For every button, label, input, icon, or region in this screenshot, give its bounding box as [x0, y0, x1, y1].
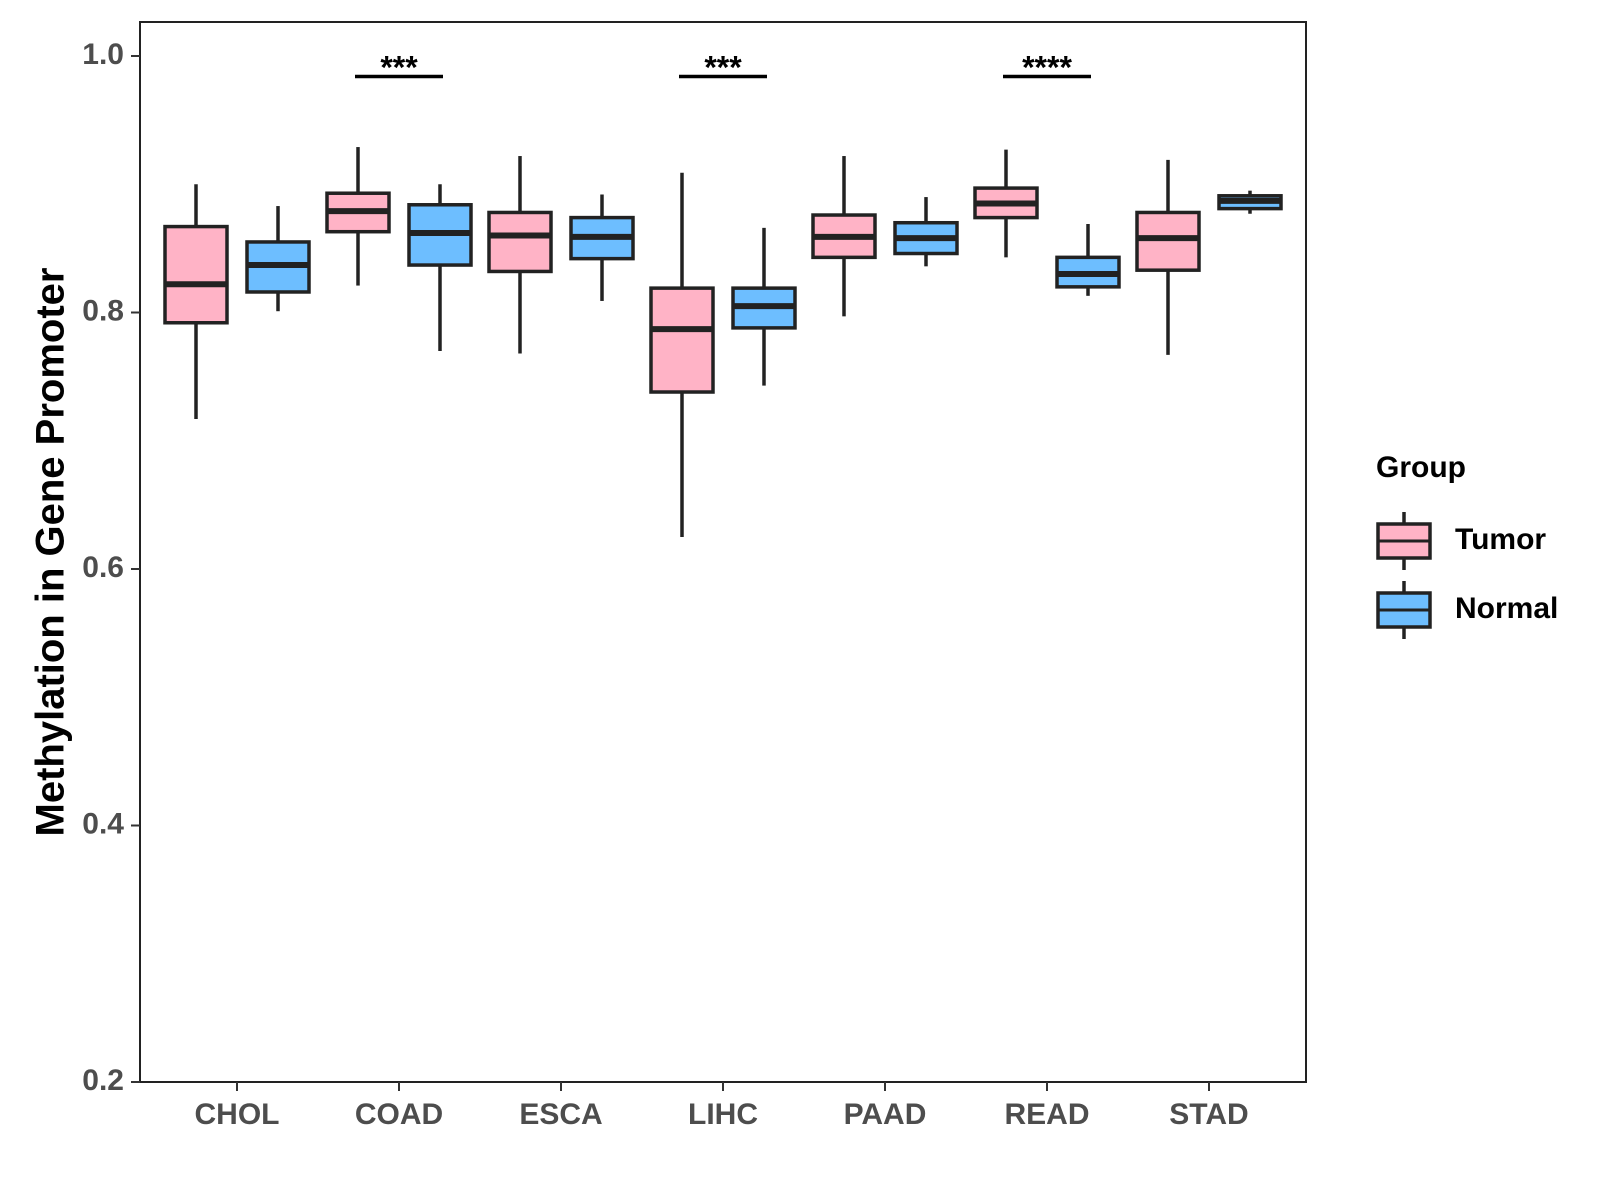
x-tick-label: PAAD	[844, 1098, 927, 1131]
legend-label: Normal	[1455, 592, 1558, 625]
box-tumor-coad	[325, 147, 391, 286]
y-tick-label: 1.0	[82, 38, 124, 71]
x-tick-label: LIHC	[688, 1098, 758, 1131]
box-normal-read	[1055, 224, 1121, 296]
box-tumor-esca	[487, 156, 553, 354]
box-tumor-read	[973, 149, 1039, 258]
legend-item-tumor: Tumor	[1376, 512, 1546, 570]
box-iqr	[163, 224, 229, 325]
y-tick-label: 0.2	[82, 1064, 124, 1097]
box-tumor-stad	[1135, 159, 1201, 355]
x-tick-label: STAD	[1169, 1098, 1248, 1131]
box-tumor-chol	[163, 184, 229, 419]
box-normal-coad	[407, 184, 473, 351]
panel-border	[139, 21, 1307, 1083]
y-axis-title: Methylation in Gene Promoter	[29, 268, 73, 837]
box-iqr	[1135, 210, 1201, 272]
significance-label: ***	[704, 50, 742, 86]
legend-item-normal: Normal	[1376, 581, 1558, 639]
x-tick-label: READ	[1004, 1098, 1089, 1131]
box-normal-esca	[569, 194, 635, 301]
box-tumor-paad	[811, 156, 877, 317]
box-iqr	[649, 286, 715, 394]
legend-title: Group	[1376, 451, 1466, 484]
y-tick-label: 0.4	[82, 807, 124, 840]
box-iqr	[487, 210, 553, 274]
y-tick-label: 0.8	[82, 294, 124, 327]
x-tick-label: ESCA	[519, 1098, 602, 1131]
x-tick-label: CHOL	[195, 1098, 280, 1131]
legend-label: Tumor	[1455, 523, 1546, 556]
y-tick-label: 0.6	[82, 551, 124, 584]
box-normal-stad	[1217, 190, 1283, 214]
legend: Group Tumor Normal	[1376, 451, 1558, 639]
box-tumor-lihc	[649, 172, 715, 537]
x-tick-label: COAD	[355, 1098, 443, 1131]
significance-label: ****	[1022, 50, 1072, 86]
plot-area: 0.2 0.4 0.6 0.8 1.0 CHOL COAD ESCA LIHC PAAD READ S…	[82, 21, 1307, 1131]
box-normal-lihc	[731, 227, 797, 386]
significance-label: ***	[380, 50, 418, 86]
box-normal-paad	[893, 197, 959, 267]
box-normal-chol	[245, 206, 311, 312]
